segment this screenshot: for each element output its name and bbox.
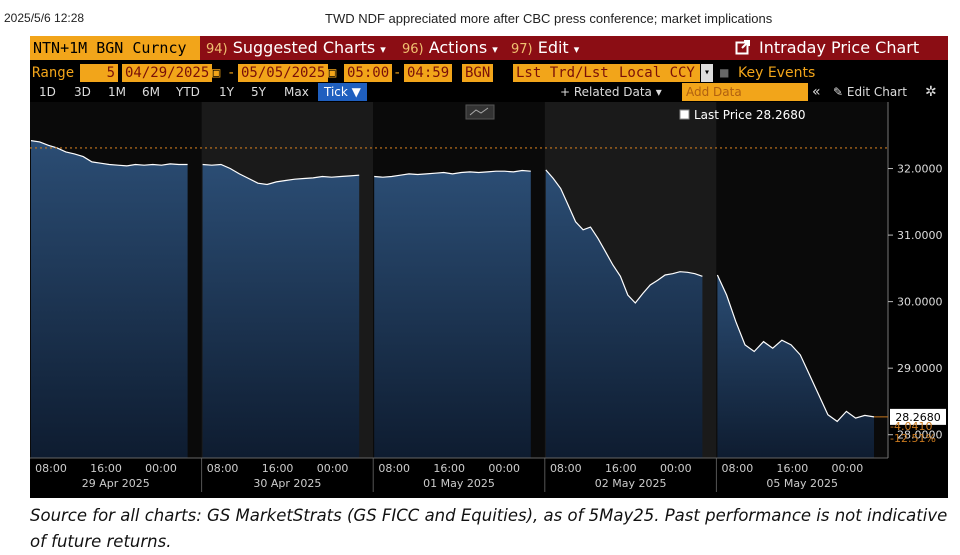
caret-down-icon: ▾	[380, 43, 386, 56]
period-max[interactable]: Max	[284, 85, 309, 99]
currency-dropdown-icon[interactable]: ▾	[701, 64, 714, 82]
edit-menu[interactable]: 97) Edit ▾	[511, 38, 580, 57]
actions-menu[interactable]: 96) Actions ▾	[402, 38, 498, 57]
ticker-field[interactable]: NTN+1M BGN Curncy	[30, 36, 200, 60]
x-tick-label: 08:00	[35, 462, 67, 475]
collapse-icon[interactable]: «	[812, 84, 821, 100]
x-tick-label: 00:00	[317, 462, 349, 475]
period-3d[interactable]: 3D	[74, 85, 91, 99]
x-tick-label: 08:00	[378, 462, 410, 475]
period-ytd[interactable]: YTD	[176, 85, 200, 99]
x-date-label: 02 May 2025	[595, 477, 667, 490]
x-tick-label: 16:00	[90, 462, 122, 475]
x-tick-label: 16:00	[605, 462, 637, 475]
price-area-1	[31, 140, 188, 458]
x-tick-label: 00:00	[488, 462, 520, 475]
settings-gear-icon[interactable]: ✲	[925, 84, 937, 100]
x-date-label: 30 Apr 2025	[253, 477, 321, 490]
intraday-price-chart-title[interactable]: Intraday Price Chart	[735, 36, 919, 60]
caret-down-icon: ▾	[492, 43, 498, 56]
price-area-4	[545, 169, 703, 458]
period-bar: 1D 3D 1M 6M YTD 1Y 5Y Max Tick ▼ + Relat…	[30, 83, 948, 101]
tick-dropdown[interactable]: Tick ▼	[318, 83, 367, 101]
price-area-5	[717, 275, 874, 458]
end-date-field[interactable]: 05/05/2025	[238, 64, 329, 82]
x-tick-label: 16:00	[262, 462, 294, 475]
y-tick-label: 29.0000	[897, 362, 943, 375]
last-price-box	[890, 408, 946, 425]
external-link-icon	[735, 40, 750, 55]
mode-field[interactable]: Lst Trd/Lst P:	[513, 64, 638, 82]
y-tick-label: 30.0000	[897, 296, 943, 309]
x-tick-label: 08:00	[550, 462, 582, 475]
add-data-input[interactable]: Add Data	[682, 83, 808, 101]
price-line-2	[202, 163, 360, 186]
chart-type-glyph	[469, 107, 489, 116]
x-tick-label: 16:00	[777, 462, 809, 475]
change-pct-label: -12.51%	[890, 432, 936, 445]
x-tick-label: 00:00	[660, 462, 692, 475]
last-price-label: 28.2680	[895, 411, 941, 424]
source-footnote: Source for all charts: GS MarketStrats (…	[30, 506, 948, 551]
x-tick-label: 08:00	[722, 462, 754, 475]
range-label: Range	[32, 65, 75, 81]
key-events-checkbox[interactable]: ■	[720, 65, 729, 81]
x-tick-label: 00:00	[145, 462, 177, 475]
page-title: TWD NDF appreciated more after CBC press…	[325, 11, 773, 26]
calendar-icon[interactable]: ▣	[212, 65, 221, 81]
terminal-window: NTN+1M BGN Curncy 94) Suggested Charts ▾…	[30, 36, 948, 498]
period-1d[interactable]: 1D	[39, 85, 56, 99]
x-date-label: 01 May 2025	[423, 477, 495, 490]
source-field[interactable]: BGN	[462, 64, 494, 82]
caret-down-icon: ▾	[573, 43, 580, 56]
range-value-field[interactable]: 5	[80, 64, 118, 82]
price-line-1	[30, 140, 188, 167]
period-6m[interactable]: 6M	[142, 85, 160, 99]
x-tick-label: 00:00	[832, 462, 864, 475]
start-date-field[interactable]: 04/29/2025	[122, 64, 213, 82]
edit-chart-button[interactable]: ✎ Edit Chart	[833, 85, 907, 99]
suggested-charts-menu[interactable]: 94) Suggested Charts ▾	[206, 38, 386, 57]
period-5y[interactable]: 5Y	[251, 85, 266, 99]
change-abs-label: -4.0410	[890, 420, 932, 433]
page-header: 2025/5/6 12:28 TWD NDF appreciated more …	[0, 0, 960, 30]
x-tick-label: 16:00	[433, 462, 465, 475]
y-tick-label: 32.0000	[897, 163, 943, 176]
key-events-label: Key Events	[738, 65, 816, 81]
price-line-5	[716, 274, 875, 423]
calendar-icon[interactable]: ▣	[328, 65, 337, 81]
legend-label: Last Price 28.2680	[694, 108, 806, 122]
x-date-label: 05 May 2025	[766, 477, 838, 490]
related-data-menu[interactable]: + Related Data ▾	[560, 85, 662, 99]
timestamp: 2025/5/6 12:28	[4, 11, 85, 25]
price-line-4	[545, 169, 703, 304]
title-bar: NTN+1M BGN Curncy 94) Suggested Charts ▾…	[30, 36, 948, 60]
range-bar: Range 5 04/29/2025 ▣ - 05/05/2025 ▣ 05:0…	[32, 64, 816, 82]
y-tick-label: 28.0000	[897, 429, 943, 442]
x-tick-label: 08:00	[207, 462, 239, 475]
price-chart[interactable]: 08:00 16:00 00:00 29 Apr 2025 08:00 16:00 00:0…	[30, 102, 948, 498]
price-area-2	[202, 164, 360, 458]
legend-swatch	[679, 109, 690, 120]
currency-select[interactable]: Local CCY	[616, 64, 700, 82]
x-date-label: 29 Apr 2025	[82, 477, 150, 490]
period-1m[interactable]: 1M	[108, 85, 126, 99]
price-line-3	[374, 169, 531, 178]
y-tick-label: 31.0000	[897, 229, 943, 242]
end-time-field[interactable]: 04:59	[404, 64, 453, 82]
period-1y[interactable]: 1Y	[219, 85, 234, 99]
start-time-field[interactable]: 05:00	[344, 64, 393, 82]
price-area-3	[374, 170, 531, 458]
